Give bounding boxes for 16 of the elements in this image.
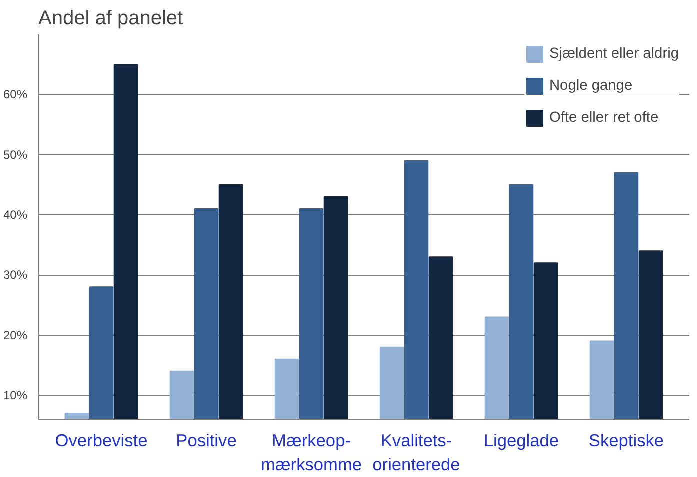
x-tick-label: Ligeglade [484,430,560,450]
x-tick-label: Kvalitets- orienterede [372,430,460,474]
legend-label: Ofte eller ret ofte [549,110,659,126]
x-tick-label: Overbeviste [55,430,148,450]
y-tick-label: 60% [3,88,28,102]
legend-label: Nogle gange [549,78,633,94]
y-tick-label: 50% [3,148,28,162]
y-tick-label: 10% [3,388,28,402]
legend-label: Sjældent eller aldrig [549,46,679,62]
x-tick-label: Mærkeop- mærksomme [260,430,362,474]
y-tick-label: 40% [3,208,28,222]
x-tick-label: Skeptiske [588,430,664,450]
y-tick-label: 30% [3,268,28,282]
y-tick-label: 20% [3,328,28,342]
chart-title: Andel af panelet [38,8,184,30]
x-tick-label: Positive [176,430,237,450]
